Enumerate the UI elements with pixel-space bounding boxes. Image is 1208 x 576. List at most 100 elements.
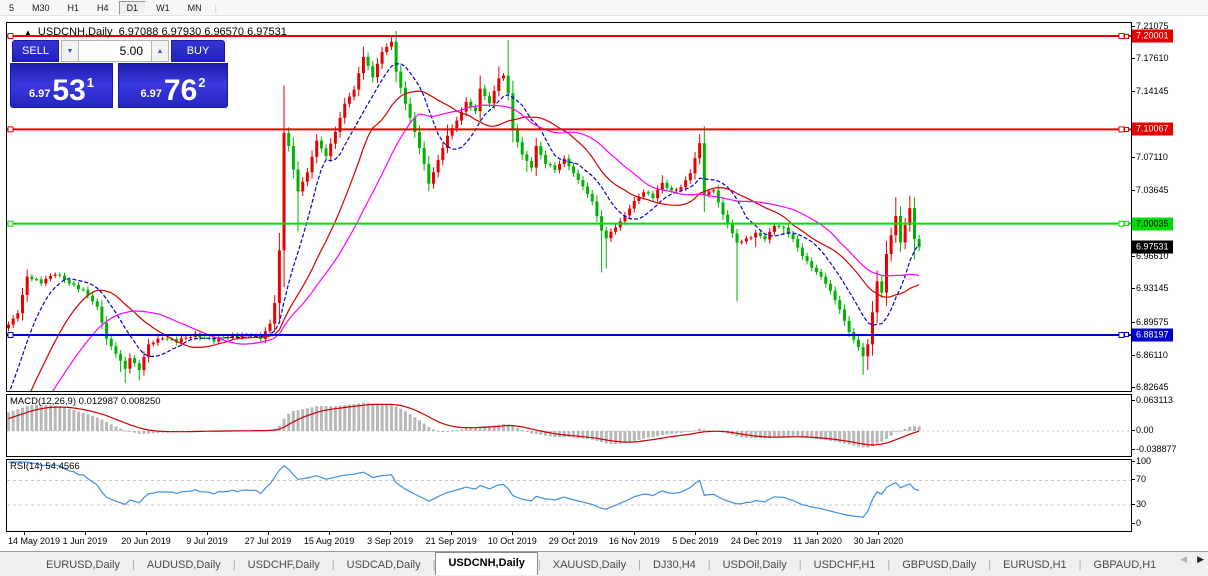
- ohlc-high: 6.97930: [161, 26, 202, 38]
- hline-handle[interactable]: [7, 126, 14, 133]
- date-label: 5 Dec 2019: [672, 536, 719, 546]
- tab-scroll-right-icon[interactable]: ▶: [1197, 554, 1204, 564]
- timeframe-toolbar: 5 M30 H1 H4 D1 W1 MN |: [0, 0, 1208, 16]
- tab-separator: |: [798, 558, 802, 571]
- price-tick: [1131, 322, 1135, 323]
- tab-audusd-daily[interactable]: AUDUSD,Daily: [146, 558, 221, 571]
- date-label: 11 Jan 2020: [792, 536, 842, 546]
- volume-decrease-button[interactable]: ▼: [61, 40, 79, 62]
- date-tick: [23, 531, 25, 535]
- sell-price-button[interactable]: 6.97 53 1: [10, 63, 113, 108]
- buy-button[interactable]: BUY: [171, 40, 225, 62]
- tab-separator: |: [707, 558, 711, 571]
- timeframe-button-h1[interactable]: H1: [67, 2, 80, 13]
- hline-right-handle[interactable]: [1124, 221, 1129, 227]
- price-tick-label: 6.93145: [1136, 283, 1169, 294]
- macd-tick: [1131, 448, 1135, 450]
- tab-xauusd-daily[interactable]: XAUUSD,Daily: [552, 558, 627, 571]
- rsi-panel[interactable]: [6, 459, 1132, 532]
- toolbar-separator: |: [214, 2, 217, 13]
- symbol-period-label: USDCNH,Daily: [37, 26, 113, 38]
- price-tick-label: 6.82645: [1136, 382, 1169, 393]
- one-click-trading-panel: SELL ▼ 5.00 ▲ BUY 6.97 53 1 6.97 76 2: [10, 40, 230, 108]
- price-tick: [1131, 91, 1135, 93]
- sell-price-pips: 53: [52, 74, 86, 107]
- price-tick-label: 6.89575: [1136, 317, 1169, 327]
- tab-usdchf-h1[interactable]: USDCHF,H1: [813, 558, 876, 571]
- macd-label: MACD(12,26,9) 0.012987 0.008250: [10, 396, 161, 407]
- tab-usdcnh-daily[interactable]: USDCNH,Daily: [435, 552, 538, 575]
- volume-input[interactable]: 5.00: [79, 40, 151, 62]
- date-tick: [145, 531, 147, 535]
- tab-separator: |: [638, 558, 641, 571]
- macd-signal-value: 0.008250: [120, 396, 161, 407]
- ohlc-open: 6.97088: [118, 26, 159, 38]
- rsi-tick-label: 30: [1136, 499, 1147, 510]
- macd-tick: [1131, 399, 1135, 401]
- tab-scroll-left-icon[interactable]: ◀: [1180, 554, 1188, 564]
- date-label: 10 Oct 2019: [487, 536, 537, 546]
- macd-panel[interactable]: [6, 394, 1132, 457]
- tab-separator: |: [432, 558, 436, 571]
- tab-gbpaud-h1[interactable]: GBPAUD,H1: [1093, 558, 1157, 571]
- price-tick-label: 7.07110: [1136, 152, 1168, 163]
- price-tick-label: 7.21075: [1136, 20, 1169, 31]
- hline-handle[interactable]: [7, 33, 14, 39]
- rsi-tick: [1131, 461, 1135, 462]
- buy-price-prefix: 6.97: [140, 88, 162, 100]
- ma-10-line: [9, 63, 920, 391]
- price-tick-label: 7.14145: [1136, 86, 1169, 97]
- price-tick: [1131, 255, 1135, 257]
- date-tick: [329, 531, 331, 535]
- hline-right-handle[interactable]: [1124, 126, 1129, 132]
- tab-usdcad-daily[interactable]: USDCAD,Daily: [346, 558, 421, 571]
- date-tick: [390, 531, 392, 535]
- timeframe-button-m30[interactable]: M30: [32, 2, 50, 13]
- hline-right-handle[interactable]: [1124, 332, 1129, 338]
- macd-histogram: [7, 402, 921, 448]
- date-label: 20 Jun 2019: [121, 536, 171, 546]
- price-tick: [1131, 354, 1135, 356]
- timeframe-button-mn[interactable]: MN: [187, 2, 202, 13]
- date-tick: [84, 531, 86, 535]
- hline-right-handle[interactable]: [1124, 33, 1129, 39]
- rsi-label: RSI(14) 54.4566: [10, 461, 80, 472]
- volume-increase-button[interactable]: ▲: [151, 40, 169, 62]
- sell-button[interactable]: SELL: [12, 40, 59, 62]
- tab-separator: |: [537, 558, 541, 571]
- hline-handle[interactable]: [7, 220, 14, 227]
- rsi-tick-label: 0: [1136, 517, 1142, 528]
- date-label: 29 Oct 2019: [548, 536, 598, 546]
- level-price-badge: 7.00035: [1132, 217, 1173, 231]
- price-tick-label: 7.03645: [1136, 184, 1169, 195]
- price-tick: [1131, 58, 1135, 60]
- rsi-value: 54.4566: [45, 461, 80, 472]
- timeframe-button-5[interactable]: 5: [9, 2, 15, 13]
- rsi-tick-label: 100: [1136, 456, 1152, 466]
- date-tick: [268, 531, 270, 535]
- date-label: 30 Jan 2020: [853, 536, 904, 546]
- timeframe-button-d1[interactable]: D1: [118, 0, 147, 15]
- price-tick: [1131, 387, 1135, 389]
- tab-eurusd-h1[interactable]: EURUSD,H1: [1003, 558, 1067, 571]
- hline-handle[interactable]: [7, 331, 14, 338]
- price-tick: [1131, 157, 1135, 159]
- price-tick-label: 7.17610: [1136, 53, 1169, 64]
- tab-eurusd-daily[interactable]: EURUSD,Daily: [46, 558, 120, 571]
- tab-usdoil-daily[interactable]: USDOil,Daily: [722, 558, 787, 571]
- tab-separator: |: [131, 558, 135, 571]
- tab-usdchf-daily[interactable]: USDCHF,Daily: [247, 558, 320, 571]
- date-tick: [207, 531, 209, 535]
- rsi-tick: [1131, 522, 1135, 524]
- tab-gbpusd-daily[interactable]: GBPUSD,Daily: [902, 558, 977, 571]
- timeframe-button-w1[interactable]: W1: [156, 2, 170, 13]
- buy-price-button[interactable]: 6.97 76 2: [118, 63, 228, 108]
- timeframe-button-h4[interactable]: H4: [97, 2, 109, 13]
- date-tick: [634, 531, 636, 535]
- current-price-badge: 6.97531: [1132, 240, 1173, 254]
- tab-dj30-h4[interactable]: DJ30,H4: [652, 558, 696, 571]
- price-tick-label: 6.86110: [1136, 349, 1168, 360]
- price-tick-label: 6.96610: [1136, 250, 1169, 261]
- tab-scroll-buttons: ◀ ▶: [1180, 554, 1204, 565]
- rsi-tick-label: 70: [1136, 474, 1147, 485]
